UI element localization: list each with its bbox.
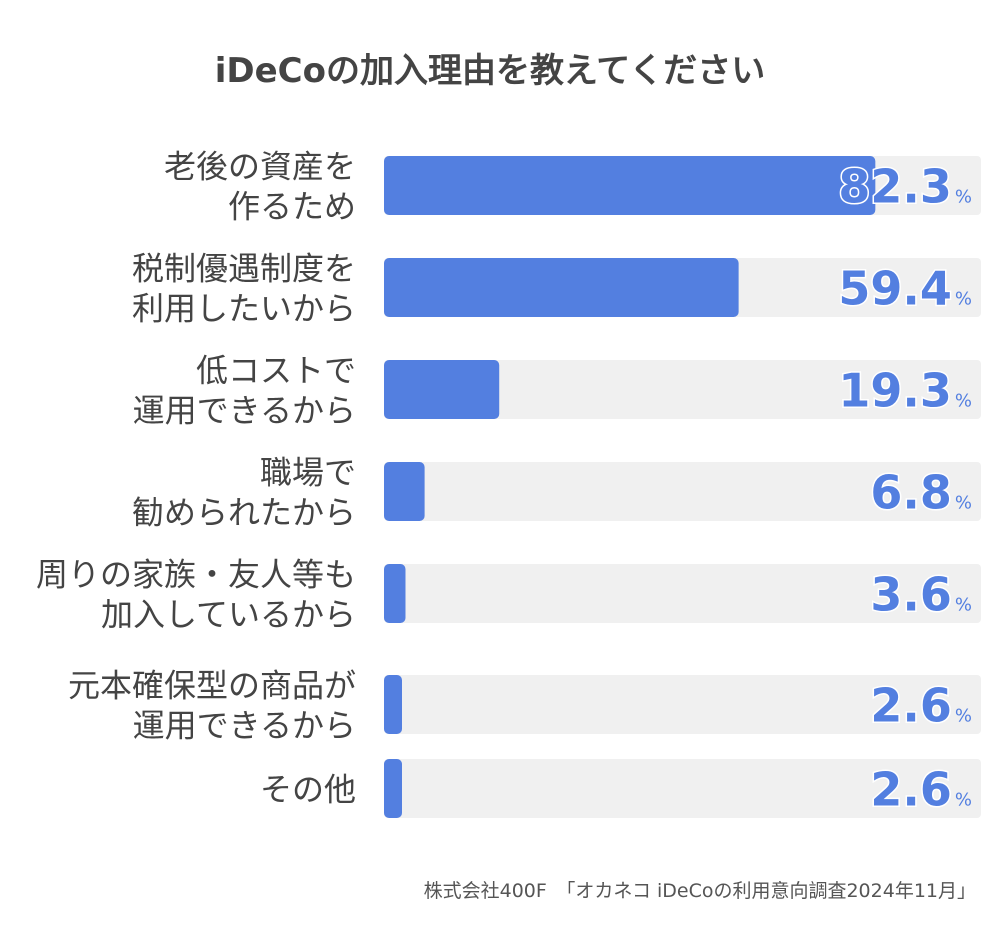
- value-label: 3.6%: [870, 568, 972, 622]
- value-label: 6.8%: [870, 466, 972, 520]
- bar-track: [384, 360, 981, 419]
- value-label: 59.4%: [838, 262, 972, 316]
- bar-row: その他 2.6%: [260, 759, 981, 818]
- bar-track: [384, 759, 981, 818]
- bar: [384, 759, 402, 818]
- bar: [384, 258, 739, 317]
- category-label: 元本確保型の商品が運用できるから: [68, 667, 356, 745]
- category-label: 職場で勧められたから: [132, 454, 356, 532]
- category-label: 老後の資産を作るため: [164, 148, 356, 226]
- value-label: 2.6%: [870, 679, 972, 733]
- category-label: その他: [260, 771, 356, 809]
- bar-row: 元本確保型の商品が運用できるから 2.6%: [68, 667, 981, 745]
- bar-row: 低コストで運用できるから 19.3%: [133, 352, 981, 430]
- category-label: 周りの家族・友人等も加入しているから: [36, 556, 356, 634]
- bar: [384, 564, 406, 623]
- bar: [384, 360, 500, 419]
- chart-source: 株式会社400F 「オカネコ iDeCoの利用意向調査2024年11月」: [424, 880, 976, 902]
- value-label: 19.3%: [838, 364, 972, 418]
- bar: [384, 675, 402, 734]
- bar-row: 周りの家族・友人等も加入しているから 3.6%: [36, 556, 981, 634]
- bar-rows: 老後の資産を作るため 82.3 % 税制優遇制度を利用したいから 59.4 % 低コストで運…: [36, 148, 981, 818]
- category-label: 税制優遇制度を利用したいから: [132, 250, 356, 328]
- bar-row: 職場で勧められたから 6.8%: [132, 454, 981, 532]
- bar-row: 老後の資産を作るため 82.3%: [164, 148, 981, 226]
- bar-track: [384, 675, 981, 734]
- category-label: 低コストで運用できるから: [133, 352, 356, 430]
- bar: [384, 156, 876, 215]
- bar: [384, 462, 425, 521]
- chart-title: iDeCoの加入理由を教えてください: [215, 51, 766, 91]
- value-label: 82.3%: [838, 160, 972, 214]
- bar-track: [384, 564, 981, 623]
- bar-row: 税制優遇制度を利用したいから 59.4%: [132, 250, 981, 328]
- value-label: 2.6%: [870, 763, 972, 817]
- bar-track: [384, 462, 981, 521]
